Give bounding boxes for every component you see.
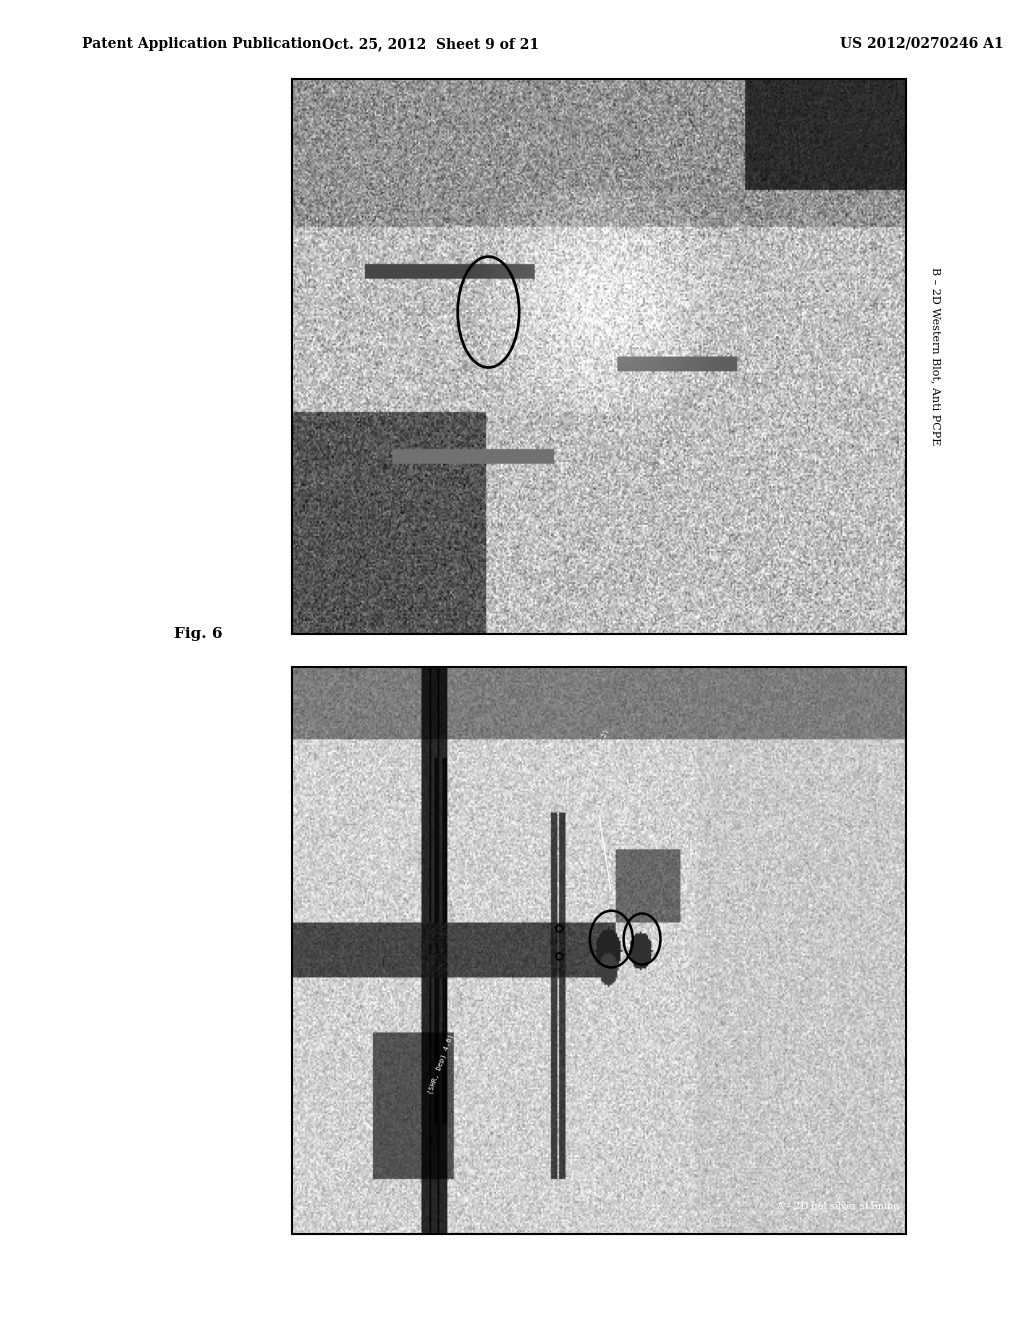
Text: Oct. 25, 2012  Sheet 9 of 21: Oct. 25, 2012 Sheet 9 of 21 xyxy=(322,37,539,51)
Text: SAMPLE: SAMPLE xyxy=(850,96,876,102)
Text: B – 2D Western Blot, Anti PCPE: B – 2D Western Blot, Anti PCPE xyxy=(931,267,941,446)
Text: (S3H, Dep) 5.2) S.2): (S3H, Dep) 5.2) S.2) xyxy=(574,727,611,891)
Text: A – 2D gel silver staining: A – 2D gel silver staining xyxy=(776,1203,900,1212)
Text: Fig. 6: Fig. 6 xyxy=(174,627,222,640)
Text: (1008, p1.5): (1008, p1.5) xyxy=(617,777,641,828)
Text: US 2012/0270246 A1: US 2012/0270246 A1 xyxy=(840,37,1004,51)
Text: (SHR, Dep) 4.6): (SHR, Dep) 4.6) xyxy=(427,1032,455,1096)
Text: Patent Application Publication: Patent Application Publication xyxy=(82,37,322,51)
